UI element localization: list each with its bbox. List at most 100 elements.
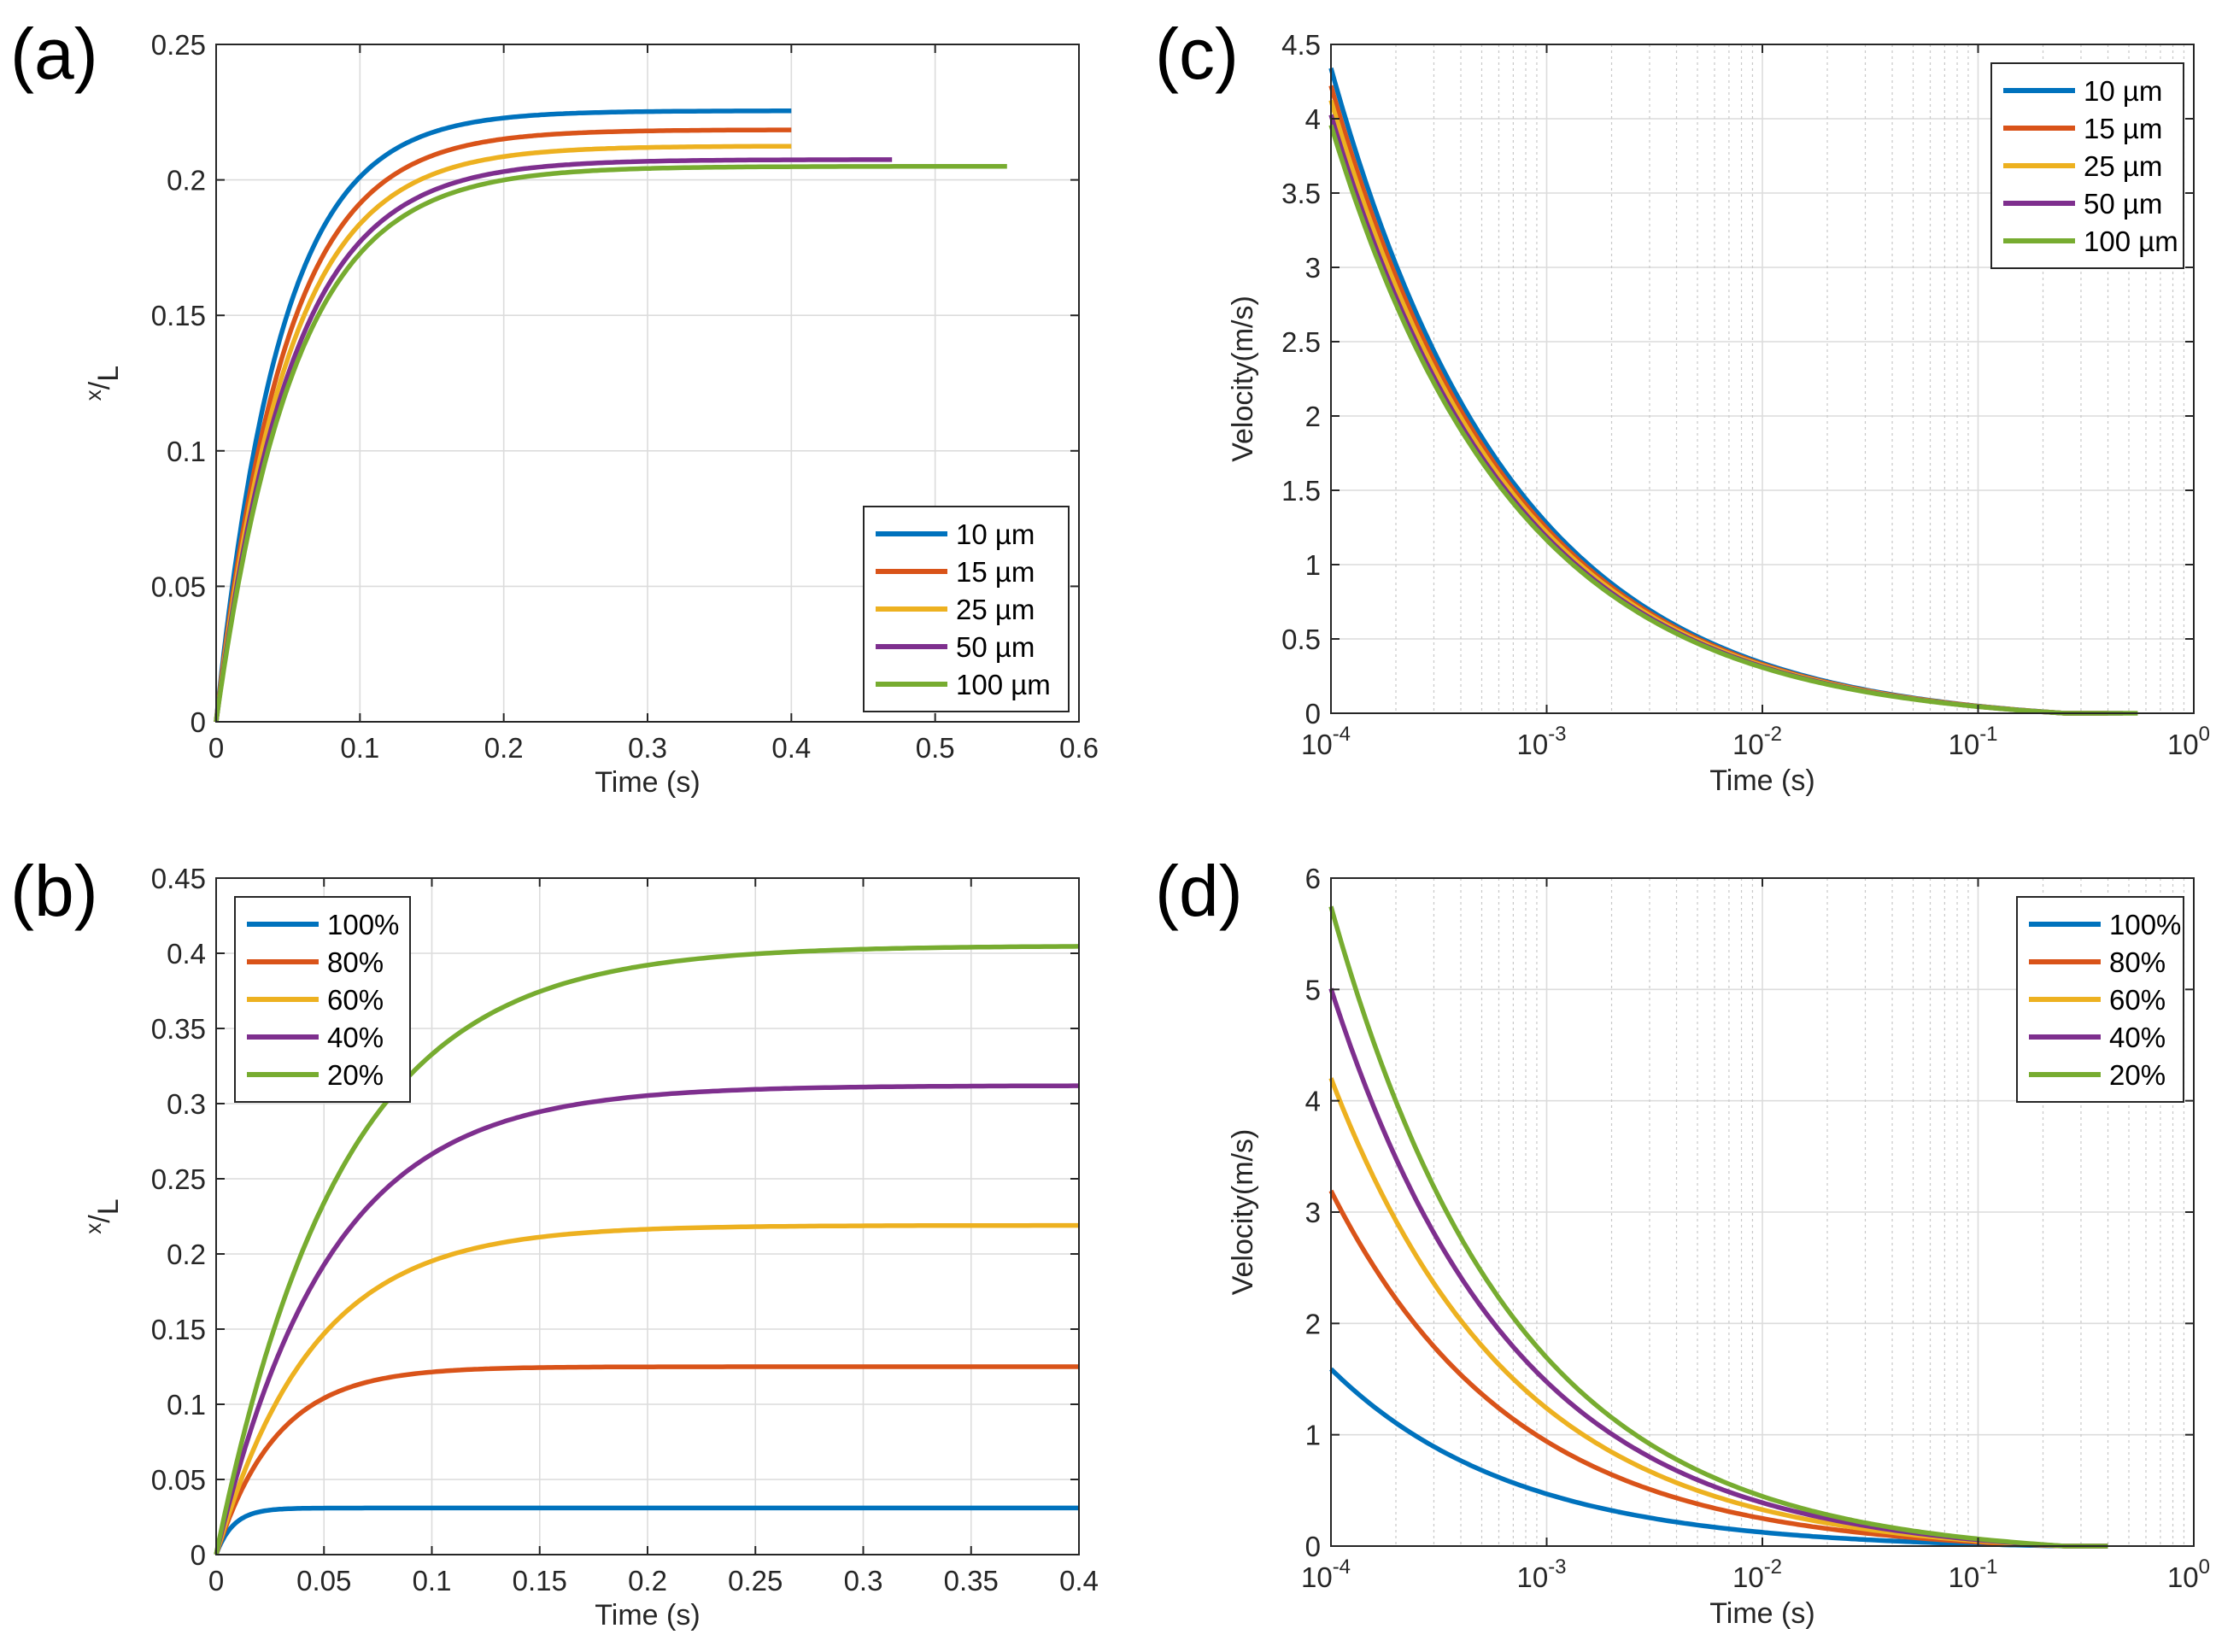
- x-tick-label: 0.05: [296, 1565, 351, 1596]
- x-tick-label: 0: [208, 1565, 224, 1596]
- y-tick-label: 0.45: [151, 863, 206, 894]
- legend-entry: 50 µm: [2084, 188, 2162, 220]
- y-tick-label: 0.4: [167, 938, 206, 970]
- y-axis-label-sep: /: [84, 1215, 116, 1223]
- y-tick-label: 4: [1305, 1086, 1321, 1117]
- legend-entry: 50 µm: [956, 631, 1035, 663]
- series-line: [214, 1222, 1079, 1557]
- legend-entry: 10 µm: [2084, 75, 2162, 107]
- x-tick-label: 0.3: [628, 732, 667, 764]
- series-line: [214, 127, 792, 723]
- x-tick-exponent: -3: [1548, 723, 1566, 746]
- series-line: [1329, 1367, 2108, 1549]
- series-line: [1328, 1077, 2108, 1549]
- x-tick-label: 10-1: [1948, 723, 1997, 760]
- y-tick-label: 0.5: [1281, 624, 1321, 655]
- series-line: [1328, 1189, 2108, 1549]
- x-tick-label: 0.15: [513, 1565, 567, 1596]
- y-tick-label: 2: [1305, 1308, 1321, 1339]
- y-axis-label: Velocity(m/s): [1227, 1129, 1259, 1296]
- legend-entry: 10 µm: [956, 518, 1035, 550]
- y-tick-label: 3: [1305, 1197, 1321, 1228]
- x-tick-label: 0.2: [484, 732, 524, 764]
- legend-entry: 15 µm: [2084, 113, 2162, 144]
- y-tick-label: 1.5: [1281, 475, 1321, 507]
- y-tick-label: 0.25: [151, 29, 206, 61]
- legend-entry: 80%: [327, 946, 384, 978]
- x-axis-label: Time (s): [1709, 764, 1814, 797]
- x-tick-label: 0.1: [340, 732, 379, 764]
- x-tick-exponent: 0: [2199, 723, 2210, 746]
- x-axis-label: Time (s): [595, 766, 700, 799]
- x-tick-base: 10: [1948, 1561, 1979, 1593]
- y-axis-label: x/L: [80, 1198, 125, 1233]
- y-tick-label: 0.05: [151, 571, 206, 602]
- x-tick-label: 10-3: [1516, 723, 1566, 760]
- x-tick-base: 10: [2167, 729, 2199, 760]
- x-tick-base: 10: [1948, 729, 1979, 760]
- x-tick-exponent: -4: [1333, 723, 1351, 746]
- y-tick-label: 0.2: [167, 165, 206, 196]
- x-axis-label: Time (s): [1709, 1597, 1814, 1630]
- y-tick-label: 0.15: [151, 1314, 206, 1345]
- legend-entry: 25 µm: [956, 594, 1035, 625]
- ticks: 0 0.05 0.1 0.15 0.2 0.25 0 0.1 0.2 0.3 0.4 0.5 0.6: [151, 29, 1099, 764]
- x-tick-base: 10: [1301, 729, 1333, 760]
- legend-entry: 60%: [327, 984, 384, 1016]
- x-tick-label: 10-2: [1732, 1555, 1782, 1593]
- y-tick-label: 3.5: [1281, 178, 1321, 209]
- legend-entry: 100 µm: [2084, 226, 2178, 257]
- y-tick-label: 3: [1305, 252, 1321, 284]
- series-line: [214, 1505, 1079, 1557]
- legend-entry: 25 µm: [2084, 150, 2162, 182]
- y-tick-label: 0.25: [151, 1163, 206, 1195]
- x-tick-label: 0: [208, 732, 224, 764]
- x-tick-label: 0.3: [844, 1565, 883, 1596]
- legend-entry: 40%: [2109, 1022, 2166, 1053]
- x-tick-label: 0.35: [944, 1565, 999, 1596]
- x-tick-label: 0.1: [413, 1565, 452, 1596]
- y-tick-label: 5: [1305, 974, 1321, 1005]
- legend: 100% 80% 60% 40% 20%: [2016, 896, 2184, 1103]
- x-tick-base: 10: [1732, 1561, 1764, 1593]
- y-tick-label: 1: [1305, 1420, 1321, 1451]
- x-tick-label: 100: [2167, 1555, 2210, 1593]
- y-axis-label-main: x: [80, 1223, 106, 1234]
- y-tick-label: 4: [1305, 103, 1321, 135]
- x-tick-exponent: -2: [1764, 723, 1782, 746]
- x-tick-base: 10: [1516, 1561, 1548, 1593]
- y-tick-label: 2.5: [1281, 326, 1321, 358]
- ticks: 00.511.522.533.544.510-4 10-3 10-2 10-1 100: [1281, 29, 2210, 760]
- y-tick-label: 4.5: [1281, 29, 1321, 61]
- y-axis-label-sep: /: [84, 381, 116, 390]
- legend-entry: 100%: [327, 909, 399, 940]
- x-tick-exponent: 0: [2199, 1555, 2210, 1579]
- y-tick-label: 0: [191, 1539, 206, 1571]
- series-line: [214, 164, 1007, 723]
- y-axis-label-sub: L: [92, 366, 125, 382]
- x-tick-exponent: -3: [1548, 1555, 1566, 1579]
- x-tick-label: 10-3: [1516, 1555, 1566, 1593]
- x-tick-label: 10-4: [1301, 723, 1351, 760]
- x-tick-label: 0.5: [916, 732, 955, 764]
- y-axis-label-main: x: [80, 390, 106, 401]
- y-tick-label: 0: [1305, 1531, 1321, 1562]
- legend-entry: 100%: [2109, 909, 2181, 940]
- y-axis-label: x/L: [80, 366, 125, 401]
- y-tick-label: 1: [1305, 549, 1321, 581]
- x-tick-label: 100: [2167, 723, 2210, 760]
- x-tick-label: 0.4: [1059, 1565, 1099, 1596]
- x-tick-exponent: -1: [1979, 723, 1997, 746]
- x-tick-base: 10: [1301, 1561, 1333, 1593]
- panel-a: (a) 0 0.05 0.1 0.15 0.2 0.25 0 0.1 0.2 0.3 0.4 0.5 0.…: [10, 14, 1099, 799]
- series-line: [1328, 987, 2108, 1549]
- panel-label: (c): [1155, 14, 1239, 94]
- legend: 10 µm 15 µm 25 µm 50 µm 100 µm: [1990, 62, 2184, 269]
- y-tick-label: 0: [191, 706, 206, 738]
- y-tick-label: 0.2: [167, 1239, 206, 1270]
- x-axis-label: Time (s): [595, 1599, 700, 1631]
- x-tick-base: 10: [2167, 1561, 2199, 1593]
